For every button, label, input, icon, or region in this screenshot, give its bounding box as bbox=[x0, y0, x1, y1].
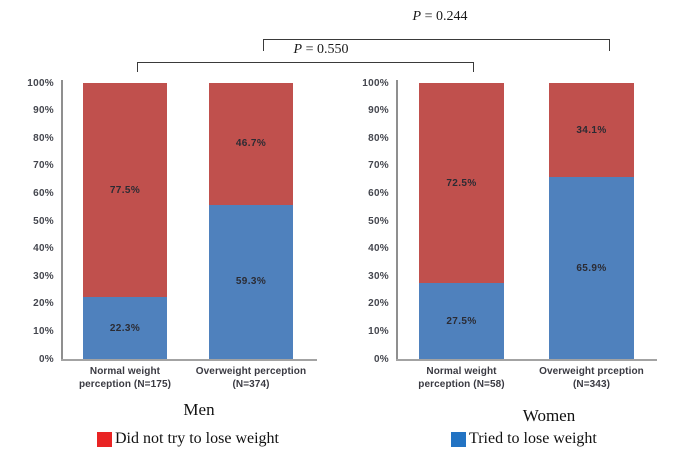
category-label: Overweight perception (N=374) bbox=[195, 366, 307, 390]
women-group-label: Women bbox=[522, 406, 576, 425]
bar-value-label: 27.5% bbox=[446, 315, 477, 327]
y-tick-label: 0% bbox=[373, 353, 389, 365]
category-label: Normal weight perception (N=58) bbox=[418, 366, 505, 390]
y-tick-label: 90% bbox=[368, 105, 389, 117]
p-italic: P bbox=[293, 42, 303, 57]
p-value-label-244: P = 0.244 bbox=[392, 10, 488, 24]
legend-swatch-blue bbox=[451, 431, 466, 447]
y-tick-label: 80% bbox=[33, 132, 54, 144]
bar-segment-did-not-try: 77.5% bbox=[83, 83, 167, 298]
y-tick-label: 0% bbox=[38, 353, 54, 365]
legend-label-tried: Tried to lose weight bbox=[469, 430, 597, 447]
bar-segment-tried: 27.5% bbox=[419, 283, 504, 359]
y-tick-label: 20% bbox=[368, 298, 389, 310]
bar-value-label: 72.5% bbox=[446, 177, 477, 189]
p-value-text: = 0.550 bbox=[302, 42, 349, 57]
bar-segment-tried: 22.3% bbox=[83, 297, 167, 359]
y-tick-label: 100% bbox=[27, 77, 54, 89]
bar-segment-tried: 65.9% bbox=[549, 177, 634, 359]
category-label: Normal weight perception (N=175) bbox=[78, 366, 172, 390]
y-axis-line bbox=[396, 80, 398, 360]
bar-segment-tried: 59.3% bbox=[209, 204, 293, 359]
significance-bracket-p550 bbox=[137, 62, 474, 72]
bar-value-label: 46.7% bbox=[235, 138, 267, 150]
bar-segment-did-not-try: 72.5% bbox=[419, 83, 504, 284]
x-axis-line bbox=[61, 359, 317, 361]
y-tick-label: 70% bbox=[33, 160, 54, 172]
bar-value-label: 65.9% bbox=[576, 262, 607, 274]
y-tick-label: 40% bbox=[33, 243, 54, 255]
bar-segment-did-not-try: 34.1% bbox=[549, 83, 634, 178]
y-axis-line bbox=[61, 80, 63, 360]
x-axis-line bbox=[396, 359, 657, 361]
p-value-text: = 0.244 bbox=[421, 9, 468, 24]
stacked-bar: 46.7% 59.3% bbox=[209, 83, 293, 359]
y-tick-label: 50% bbox=[368, 215, 389, 227]
bar-value-label: 77.5% bbox=[109, 184, 141, 196]
legend-swatch-red bbox=[97, 431, 112, 447]
y-tick-label: 10% bbox=[33, 325, 54, 337]
y-tick-label: 60% bbox=[368, 187, 389, 199]
y-tick-label: 10% bbox=[368, 325, 389, 337]
stacked-bar: 72.5% 27.5% bbox=[419, 83, 504, 359]
p-value-label-550: P = 0.550 bbox=[273, 43, 369, 57]
y-tick-label: 90% bbox=[33, 105, 54, 117]
stacked-bar: 77.5% 22.3% bbox=[83, 83, 167, 359]
y-tick-label: 60% bbox=[33, 187, 54, 199]
y-tick-label: 80% bbox=[368, 132, 389, 144]
y-tick-label: 40% bbox=[368, 243, 389, 255]
bar-value-label: 22.3% bbox=[109, 322, 141, 334]
bar-value-label: 34.1% bbox=[576, 124, 607, 136]
legend-label-did-not-try: Did not try to lose weight bbox=[115, 430, 279, 447]
bar-value-label: 59.3% bbox=[235, 276, 267, 288]
y-tick-label: 20% bbox=[33, 298, 54, 310]
category-label: Overweight prception (N=343) bbox=[539, 366, 644, 390]
y-tick-label: 30% bbox=[368, 270, 389, 282]
bar-segment-did-not-try: 46.7% bbox=[209, 83, 293, 205]
y-tick-label: 30% bbox=[33, 270, 54, 282]
y-tick-label: 70% bbox=[368, 160, 389, 172]
stacked-bar: 34.1% 65.9% bbox=[549, 83, 634, 359]
y-tick-label: 100% bbox=[362, 77, 389, 89]
men-group-label: Men bbox=[183, 400, 215, 419]
y-tick-label: 50% bbox=[33, 215, 54, 227]
legend-item-tried: Tried to lose weight bbox=[451, 430, 597, 448]
p-italic: P bbox=[412, 9, 422, 24]
legend-item-did-not-try: Did not try to lose weight bbox=[97, 430, 279, 448]
significance-bracket-p244 bbox=[263, 39, 610, 51]
